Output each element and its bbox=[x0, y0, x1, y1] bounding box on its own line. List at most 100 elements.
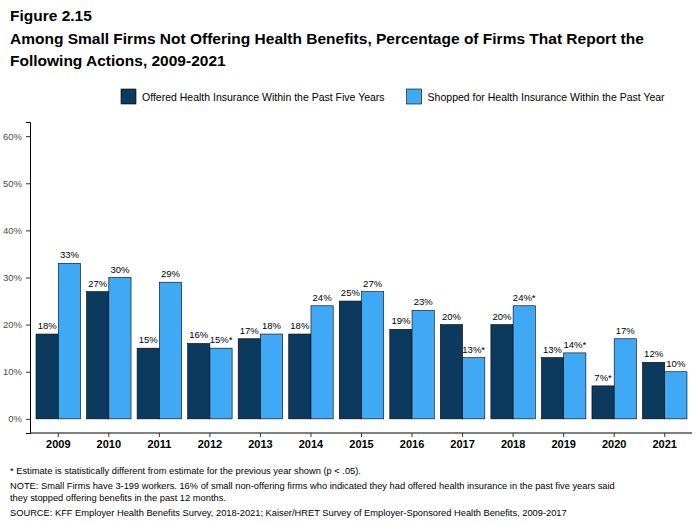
y-tick: 60% bbox=[3, 131, 30, 142]
data-label: 33% bbox=[60, 249, 80, 260]
y-axis-line bbox=[26, 123, 31, 434]
legend-item: Shopped for Health Insurance Within the … bbox=[407, 89, 665, 104]
y-tick: 20% bbox=[3, 319, 30, 330]
bar bbox=[87, 292, 109, 419]
subtitle: Among Small Firms Not Offering Health Be… bbox=[10, 30, 644, 47]
x-tick: 2013 bbox=[248, 433, 272, 450]
data-label: 20% bbox=[442, 311, 462, 322]
x-tick-label: 2014 bbox=[299, 438, 324, 450]
data-label: 27% bbox=[88, 278, 108, 289]
bar bbox=[491, 325, 513, 419]
x-tick: 2014 bbox=[299, 433, 324, 450]
x-tick: 2019 bbox=[551, 433, 575, 450]
data-label: 15% bbox=[139, 334, 159, 345]
y-tick-label: 40% bbox=[3, 225, 23, 236]
x-tick-label: 2017 bbox=[450, 438, 474, 450]
bar bbox=[238, 339, 260, 419]
data-label: 14%* bbox=[563, 339, 586, 350]
y-tick-mark bbox=[26, 136, 30, 137]
bar bbox=[137, 348, 159, 419]
x-tick-label: 2019 bbox=[551, 438, 575, 450]
data-label: 18% bbox=[262, 320, 282, 331]
legend-swatch bbox=[407, 89, 422, 104]
x-tick-mark bbox=[664, 433, 665, 437]
x-tick: 2015 bbox=[349, 433, 373, 450]
bar bbox=[665, 372, 687, 419]
bar bbox=[513, 306, 535, 419]
x-tick-mark bbox=[260, 433, 261, 437]
bar bbox=[463, 358, 485, 419]
bar bbox=[36, 334, 58, 419]
data-label: 18% bbox=[38, 320, 58, 331]
data-label: 30% bbox=[110, 264, 130, 275]
data-label: 25% bbox=[341, 287, 361, 298]
x-tick-mark bbox=[58, 433, 59, 437]
x-tick: 2012 bbox=[198, 433, 222, 450]
data-label: 12% bbox=[644, 348, 664, 359]
x-tick-mark bbox=[563, 433, 564, 437]
title: Figure 2.15 bbox=[10, 7, 92, 24]
x-tick-label: 2018 bbox=[501, 438, 525, 450]
legend-item: Offered Health Insurance Within the Past… bbox=[121, 89, 385, 104]
x-tick: 2017 bbox=[450, 433, 474, 450]
bar bbox=[159, 282, 181, 419]
y-tick: 0% bbox=[8, 413, 30, 424]
x-tick: 2009 bbox=[46, 433, 70, 450]
x-tick-label: 2021 bbox=[652, 438, 676, 450]
y-tick-label: 50% bbox=[3, 178, 23, 189]
x-tick-label: 2010 bbox=[97, 438, 121, 450]
bar bbox=[642, 362, 664, 419]
bars bbox=[36, 263, 687, 419]
x-tick-mark bbox=[513, 433, 514, 437]
note: SOURCE: KFF Employer Health Benefits Sur… bbox=[10, 508, 567, 518]
x-tick: 2021 bbox=[652, 433, 676, 450]
x-tick-label: 2009 bbox=[46, 438, 70, 450]
bar bbox=[289, 334, 311, 419]
y-axis: 0% 10% 20% 30% 40% 50% 60% bbox=[3, 123, 31, 434]
data-label: 13% bbox=[543, 344, 563, 355]
y-tick-mark bbox=[26, 325, 30, 326]
x-tick-mark bbox=[159, 433, 160, 437]
y-tick: 10% bbox=[3, 366, 30, 377]
data-label: 10% bbox=[666, 358, 686, 369]
bar bbox=[339, 301, 361, 419]
y-tick-label: 10% bbox=[3, 366, 23, 377]
x-tick: 2011 bbox=[147, 433, 171, 450]
bar bbox=[362, 292, 384, 419]
bar bbox=[58, 263, 80, 419]
x-axis: 2009 2010 2011 2012 2013 2014 2015 2016 2017 2018… bbox=[30, 433, 692, 450]
bar bbox=[412, 310, 434, 418]
x-tick-label: 2020 bbox=[602, 438, 626, 450]
x-tick-mark bbox=[361, 433, 362, 437]
x-tick-mark bbox=[209, 433, 210, 437]
data-labels: 18%27%15%16%17%18%25%19%20%20%13%7%*12%3… bbox=[38, 249, 686, 383]
data-label: 29% bbox=[161, 268, 181, 279]
x-tick-mark bbox=[108, 433, 109, 437]
subtitle: Following Actions, 2009-2021 bbox=[10, 52, 226, 69]
x-tick: 2020 bbox=[602, 433, 626, 450]
data-label: 13%* bbox=[462, 344, 485, 355]
bar bbox=[210, 348, 232, 419]
y-tick-label: 20% bbox=[3, 319, 23, 330]
x-tick: 2016 bbox=[400, 433, 424, 450]
bar bbox=[541, 358, 563, 419]
data-label: 24%* bbox=[513, 292, 536, 303]
bar bbox=[614, 339, 636, 419]
x-tick-label: 2012 bbox=[198, 438, 222, 450]
data-label: 23% bbox=[414, 296, 434, 307]
y-tick-mark bbox=[26, 230, 30, 231]
data-label: 24% bbox=[313, 292, 333, 303]
y-tick-label: 60% bbox=[3, 131, 23, 142]
y-tick-label: 0% bbox=[8, 413, 22, 424]
x-tick-label: 2013 bbox=[248, 438, 272, 450]
y-tick: 30% bbox=[3, 272, 30, 283]
chart: Figure 2.15 Among Small Firms Not Offerin… bbox=[0, 0, 698, 525]
y-tick-mark bbox=[26, 183, 30, 184]
bar bbox=[592, 386, 614, 419]
x-tick-mark bbox=[462, 433, 463, 437]
bar bbox=[188, 343, 210, 418]
bar bbox=[440, 325, 462, 419]
data-label: 27% bbox=[363, 278, 383, 289]
x-tick-mark bbox=[614, 433, 615, 437]
x-tick-mark bbox=[310, 433, 311, 437]
